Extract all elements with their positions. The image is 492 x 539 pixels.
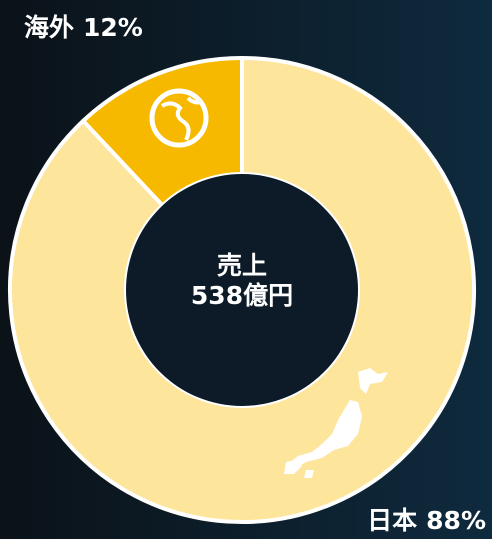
- slice-label: 海外 12%: [24, 13, 143, 42]
- globe-icon: [149, 88, 209, 148]
- slice-label: 日本 88%: [367, 506, 486, 535]
- value-label: 88%: [426, 506, 486, 535]
- center-label: 538億円: [191, 281, 293, 310]
- category-label: 日本: [367, 506, 417, 535]
- value-label: 12%: [83, 13, 143, 42]
- donut-hole: [126, 174, 358, 406]
- category-label: 海外: [24, 13, 74, 42]
- japan-icon: [284, 368, 388, 478]
- center-label: 売上: [217, 251, 267, 280]
